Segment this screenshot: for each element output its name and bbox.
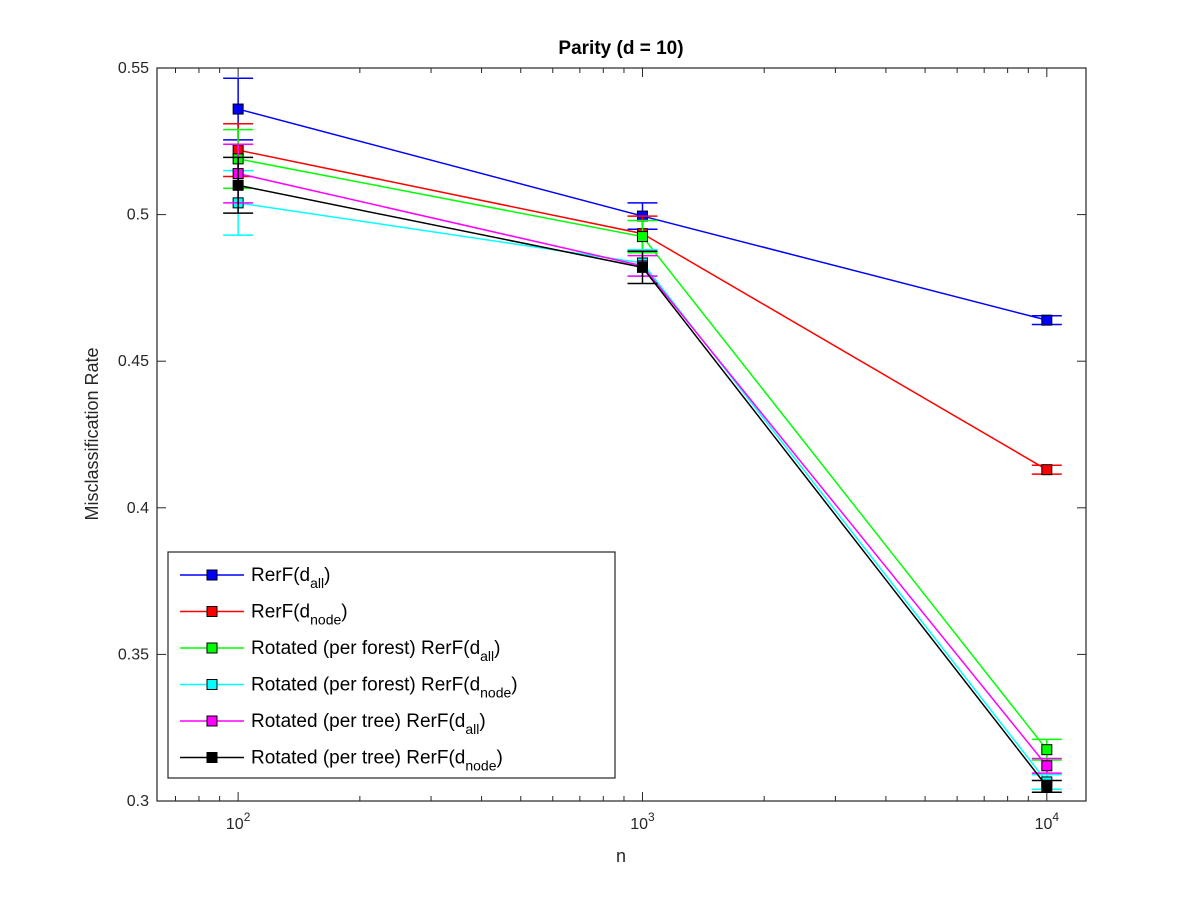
data-point	[636, 261, 648, 273]
plot-frame	[156, 67, 1087, 802]
x-axis-label: n	[616, 846, 626, 866]
chart-title: Parity (d = 10)	[558, 38, 683, 59]
legend-label: Rotated (per tree) RerF(dnode)	[251, 748, 503, 774]
series-layer	[223, 77, 1062, 793]
data-point	[636, 231, 648, 243]
y-tick-label: 0.3	[127, 793, 149, 810]
data-point	[1041, 744, 1053, 756]
y-tick-label: 0.45	[118, 353, 149, 370]
data-point	[232, 103, 244, 115]
x-tick-label: 104	[1035, 810, 1060, 833]
legend-entry: RerF(dall)	[180, 565, 330, 591]
x-tick-label: 102	[226, 810, 251, 833]
legend-label: Rotated (per forest) RerF(dnode)	[251, 675, 518, 701]
legend-label: Rotated (per tree) RerF(dall)	[251, 711, 486, 737]
legend-swatch-marker	[206, 715, 218, 727]
series-6	[223, 156, 1062, 793]
y-tick-label: 0.5	[127, 207, 149, 224]
data-point	[1041, 464, 1053, 476]
legend-label: Rotated (per forest) RerF(dall)	[251, 638, 500, 664]
legend-entry: Rotated (per tree) RerF(dall)	[180, 711, 486, 737]
legend-entry: RerF(dnode)	[180, 602, 348, 628]
data-point	[232, 179, 244, 191]
y-axis-label: Misclassification Rate	[82, 347, 102, 520]
legend-entry: Rotated (per forest) RerF(dnode)	[180, 675, 518, 701]
legend-swatch-marker	[206, 679, 218, 690]
legend-entry: Rotated (per forest) RerF(dall)	[180, 638, 500, 664]
data-point	[1041, 314, 1053, 326]
y-tick-label: 0.55	[118, 60, 149, 77]
legend: RerF(dall) RerF(dnode) Rotated (per forest…	[167, 551, 616, 779]
legend-label: RerF(dall)	[251, 565, 330, 591]
legend-swatch-marker	[206, 606, 218, 617]
legend-box	[167, 551, 616, 779]
y-tick-label: 0.35	[118, 646, 149, 663]
data-point	[1041, 760, 1053, 772]
legend-swatch-marker	[206, 642, 218, 654]
data-point	[1041, 780, 1053, 792]
legend-swatch-marker	[206, 569, 218, 581]
legend-entry: Rotated (per tree) RerF(dnode)	[180, 748, 503, 774]
x-tick-label: 103	[630, 810, 655, 833]
legend-swatch-marker	[206, 752, 218, 763]
legend-label: RerF(dnode)	[251, 602, 348, 628]
y-tick-label: 0.4	[127, 500, 149, 517]
